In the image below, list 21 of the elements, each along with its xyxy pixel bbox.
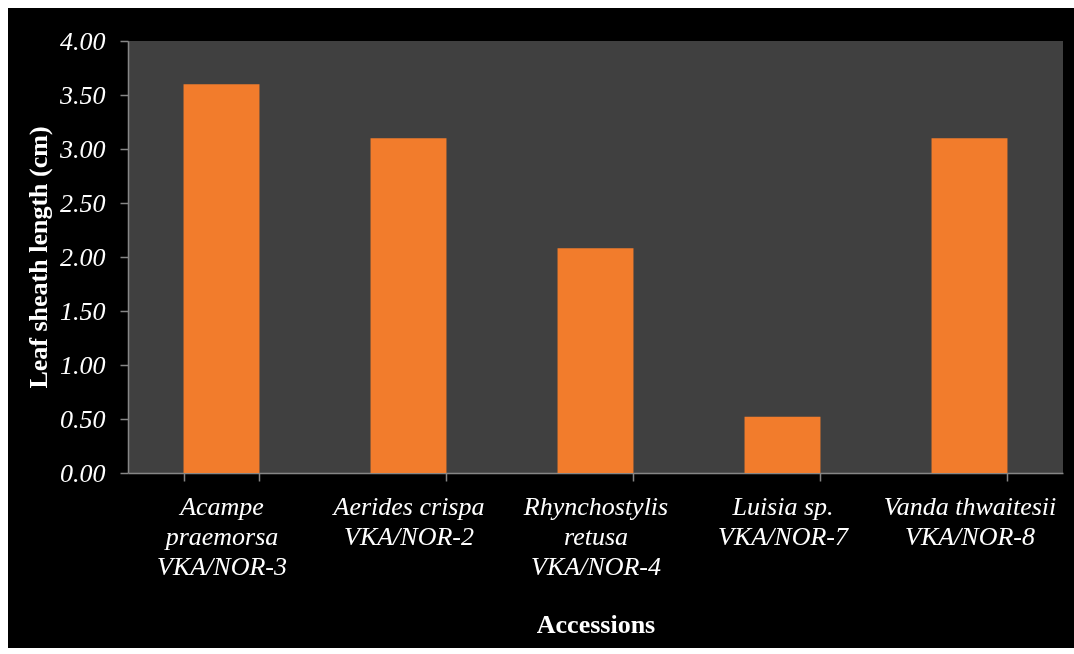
bar xyxy=(370,138,447,473)
y-tick-label: 1.00 xyxy=(60,350,106,380)
bar xyxy=(931,138,1008,473)
bar xyxy=(183,84,260,473)
y-tick-label: 2.00 xyxy=(60,242,106,272)
x-tick-label: Aerides crispa VKA/NOR-2 xyxy=(331,491,485,551)
x-tick-label: Acampe praemorsa VKA/NOR-3 xyxy=(157,491,287,581)
bar xyxy=(557,248,634,473)
y-tick-label: 3.00 xyxy=(59,134,106,164)
x-tick-label: Vanda thwaitesii VKA/NOR-8 xyxy=(883,491,1057,551)
y-tick-label: 0.50 xyxy=(60,404,106,434)
x-tick-label: Luisia sp. VKA/NOR-7 xyxy=(718,491,849,551)
x-axis-title: Accessions xyxy=(536,609,656,639)
bar xyxy=(744,416,821,473)
y-tick-label: 4.00 xyxy=(60,26,106,56)
y-tick-label: 0.00 xyxy=(60,458,106,488)
y-tick-label: 2.50 xyxy=(60,188,106,218)
y-tick-label: 1.50 xyxy=(60,296,106,326)
y-axis-title: Leaf sheath length (cm) xyxy=(23,126,53,389)
y-tick-label: 3.50 xyxy=(59,80,106,110)
x-tick-label: Rhynchostylis retusa VKA/NOR-4 xyxy=(522,491,669,581)
